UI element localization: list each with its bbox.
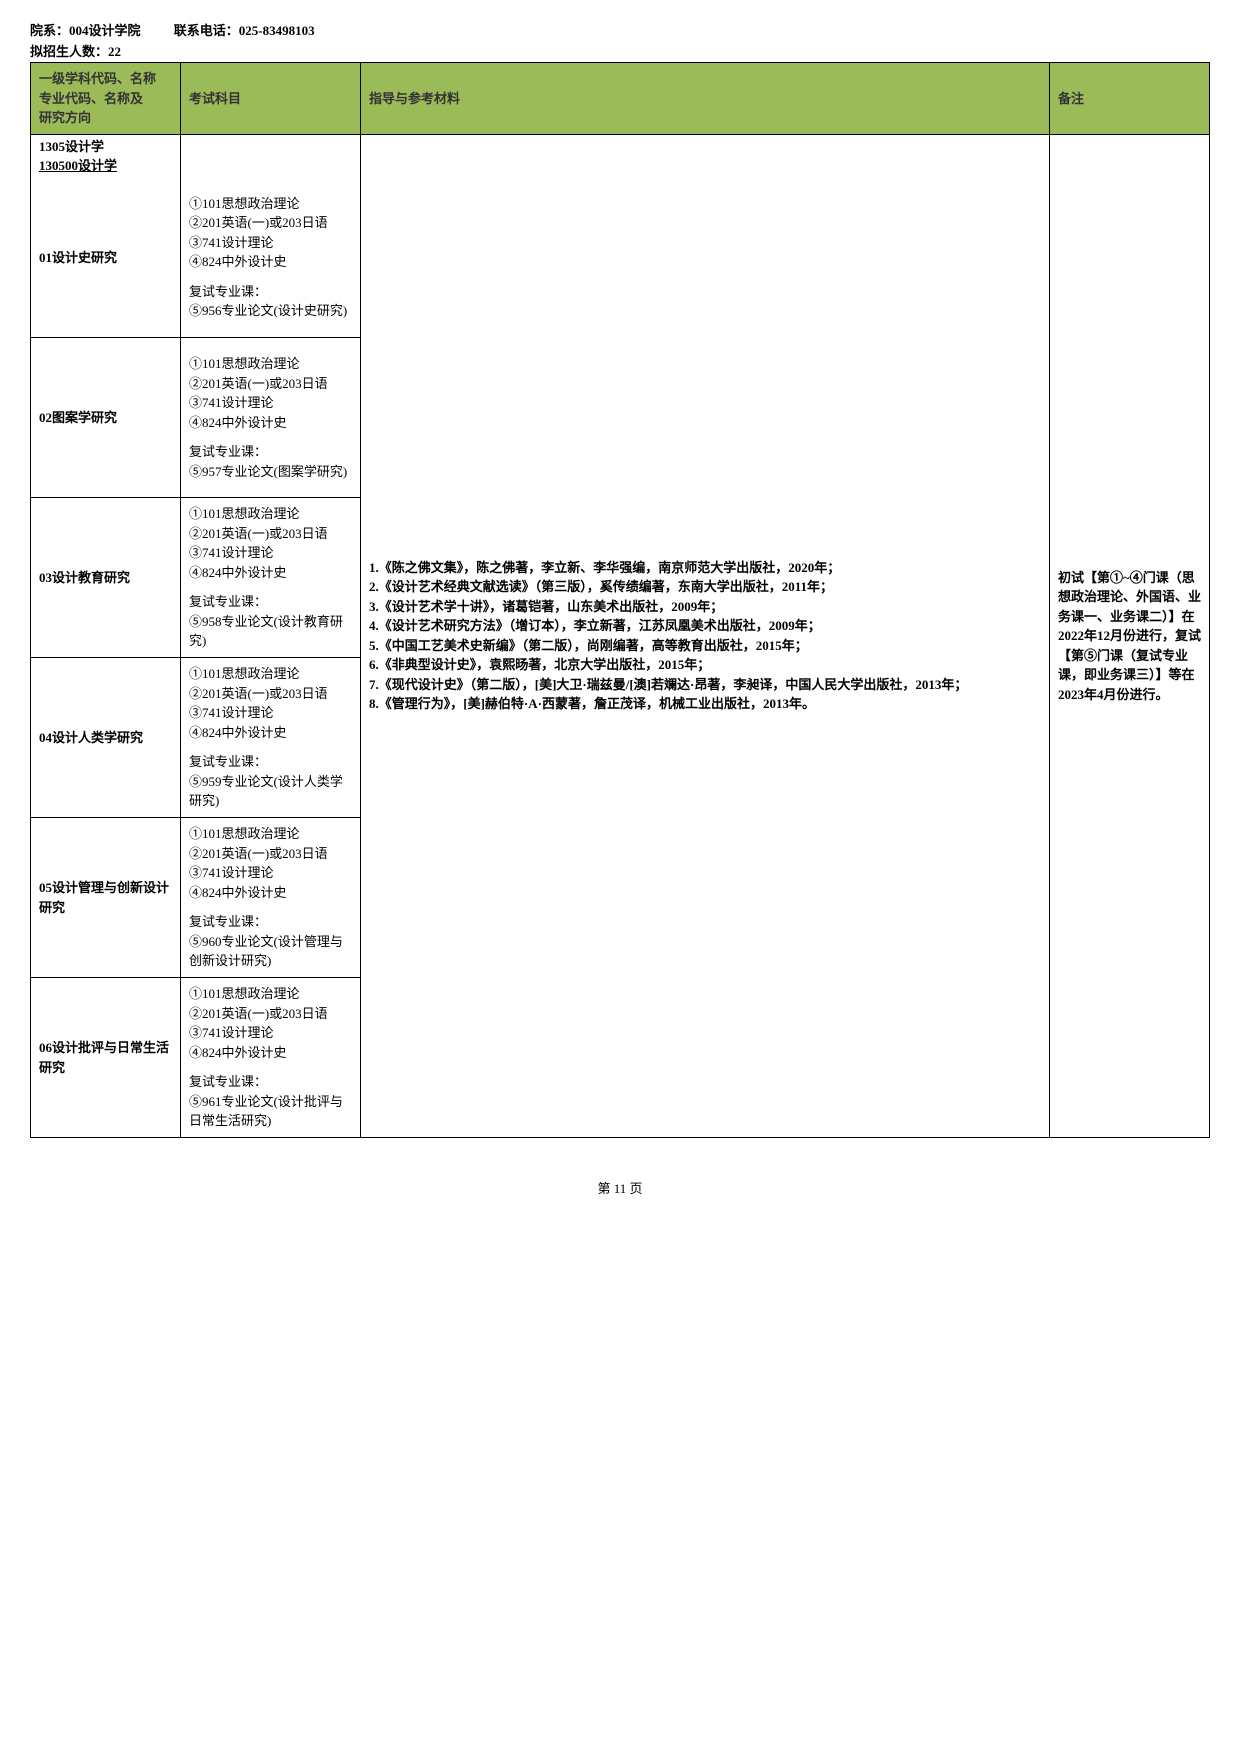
exam-fu: ⑤960专业论文(设计管理与创新设计研究) <box>189 932 352 971</box>
exam-fu: ⑤956专业论文(设计史研究) <box>189 301 352 321</box>
col-header-3: 指导与参考材料 <box>361 63 1050 135</box>
materials-cell: 1.《陈之佛文集》，陈之佛著，李立新、李华强编，南京师范大学出版社，2020年；… <box>361 134 1050 1138</box>
direction-name: 02图案学研究 <box>31 338 181 498</box>
exam-fu-label: 复试专业课： <box>189 282 352 302</box>
exam-cell: ①101思想政治理论 ②201英语(一)或203日语 ③741设计理论 ④824… <box>181 818 361 978</box>
notes-text: 初试【第①~④门课（思想政治理论、外国语、业务课一、业务课二）】在2022年12… <box>1058 568 1201 705</box>
exam-init: ①101思想政治理论 ②201英语(一)或203日语 ③741设计理论 ④824… <box>189 354 352 432</box>
discipline-line2: 130500设计学 <box>39 156 172 176</box>
exam-fu-label: 复试专业课： <box>189 752 352 772</box>
exam-cell: ①101思想政治理论 ②201英语(一)或203日语 ③741设计理论 ④824… <box>181 978 361 1138</box>
exam-init: ①101思想政治理论 ②201英语(一)或203日语 ③741设计理论 ④824… <box>189 984 352 1062</box>
exam-fu-label: 复试专业课： <box>189 1072 352 1092</box>
exam-fu: ⑤959专业论文(设计人类学研究) <box>189 772 352 811</box>
col-header-2: 考试科目 <box>181 63 361 135</box>
enrollment-info: 拟招生人数：22 <box>30 41 1210 60</box>
direction-name: 05设计管理与创新设计研究 <box>31 818 181 978</box>
exam-init: ①101思想政治理论 ②201英语(一)或203日语 ③741设计理论 ④824… <box>189 194 352 272</box>
exam-cell: ①101思想政治理论 ②201英语(一)或203日语 ③741设计理论 ④824… <box>181 178 361 338</box>
exam-empty-top <box>181 134 361 178</box>
discipline-cell: 1305设计学130500设计学 <box>31 134 181 178</box>
exam-fu-label: 复试专业课： <box>189 442 352 462</box>
exam-fu: ⑤958专业论文(设计教育研究) <box>189 612 352 651</box>
exam-init: ①101思想政治理论 ②201英语(一)或203日语 ③741设计理论 ④824… <box>189 504 352 582</box>
direction-name: 01设计史研究 <box>31 178 181 338</box>
exam-cell: ①101思想政治理论 ②201英语(一)或203日语 ③741设计理论 ④824… <box>181 498 361 658</box>
exam-cell: ①101思想政治理论 ②201英语(一)或203日语 ③741设计理论 ④824… <box>181 338 361 498</box>
exam-cell: ①101思想政治理论 ②201英语(一)或203日语 ③741设计理论 ④824… <box>181 658 361 818</box>
col-header-1: 一级学科代码、名称 专业代码、名称及 研究方向 <box>31 63 181 135</box>
exam-fu: ⑤957专业论文(图案学研究) <box>189 462 352 482</box>
col-header-4: 备注 <box>1050 63 1210 135</box>
notes-cell: 初试【第①~④门课（思想政治理论、外国语、业务课一、业务课二）】在2022年12… <box>1050 134 1210 1138</box>
exam-init: ①101思想政治理论 ②201英语(一)或203日语 ③741设计理论 ④824… <box>189 664 352 742</box>
phone-label: 联系电话：025-83498103 <box>174 23 315 38</box>
direction-name: 04设计人类学研究 <box>31 658 181 818</box>
exam-fu-label: 复试专业课： <box>189 592 352 612</box>
page-number: 第 11 页 <box>30 1178 1210 1197</box>
direction-name: 06设计批评与日常生活研究 <box>31 978 181 1138</box>
header-info: 院系：004设计学院 联系电话：025-83498103 <box>30 20 1210 39</box>
main-table: 一级学科代码、名称 专业代码、名称及 研究方向考试科目指导与参考材料备注 1305… <box>30 62 1210 1138</box>
exam-fu-label: 复试专业课： <box>189 912 352 932</box>
department-label: 院系：004设计学院 <box>30 23 141 38</box>
direction-name: 03设计教育研究 <box>31 498 181 658</box>
materials-text: 1.《陈之佛文集》，陈之佛著，李立新、李华强编，南京师范大学出版社，2020年；… <box>369 558 1041 714</box>
discipline-line1: 1305设计学 <box>39 137 172 157</box>
exam-init: ①101思想政治理论 ②201英语(一)或203日语 ③741设计理论 ④824… <box>189 824 352 902</box>
exam-fu: ⑤961专业论文(设计批评与日常生活研究) <box>189 1092 352 1131</box>
